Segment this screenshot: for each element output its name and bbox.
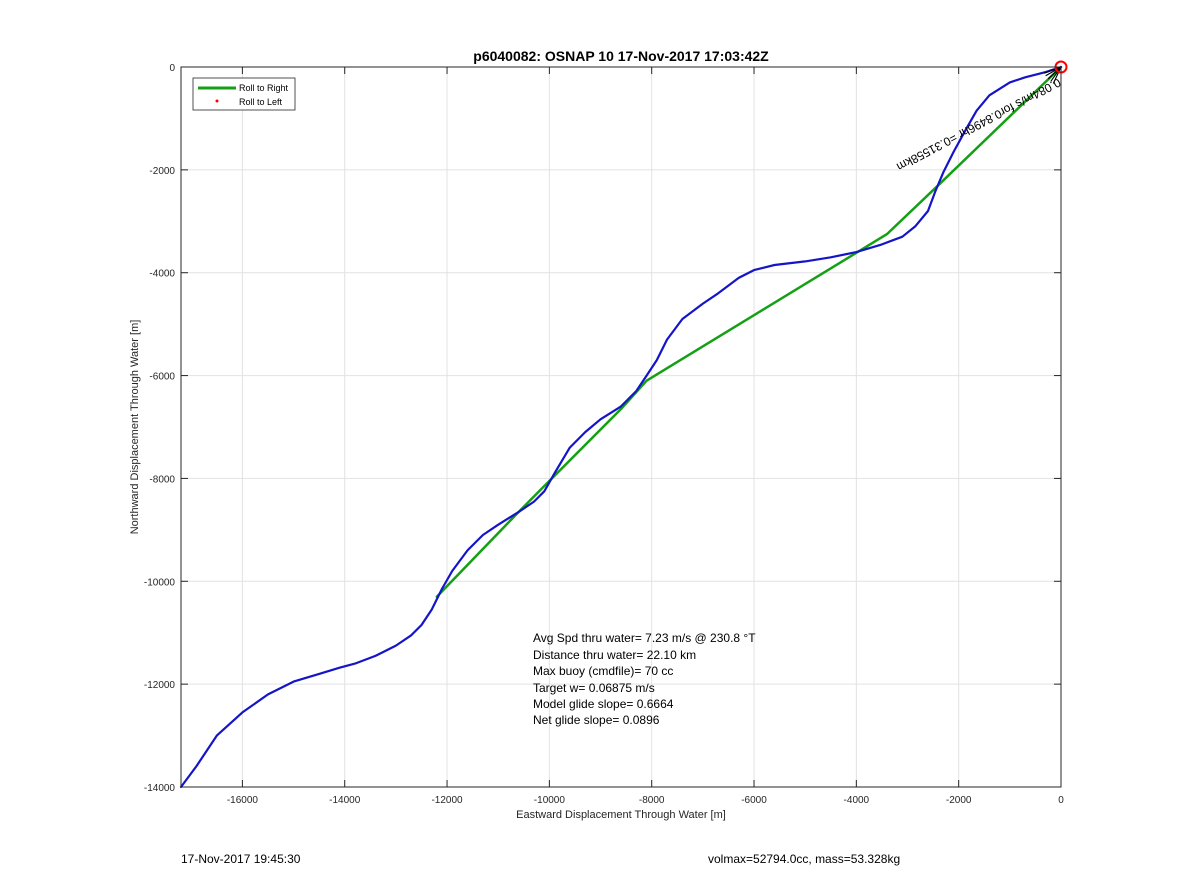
chart-title: p6040082: OSNAP 10 17-Nov-2017 17:03:42Z <box>473 48 769 64</box>
legend-label-roll-left: Roll to Left <box>239 97 283 107</box>
y-tick-label: -2000 <box>149 166 175 177</box>
series-track-path <box>179 65 1063 789</box>
stat-avg-speed: Avg Spd thru water= 7.23 m/s @ 230.8 °T <box>533 631 756 645</box>
plot-frame <box>180 66 1062 788</box>
y-tick-label: -12000 <box>144 680 176 691</box>
stat-max-buoy: Max buoy (cmdfile)= 70 cc <box>533 664 673 678</box>
x-tick-label: -6000 <box>741 795 767 806</box>
current-arrow <box>1047 66 1062 80</box>
y-tick-label: 0 <box>169 63 175 74</box>
x-axis-label: Eastward Displacement Through Water [m] <box>516 809 726 821</box>
stat-target-w: Target w= 0.06875 m/s <box>533 681 655 695</box>
stat-net-glide: Net glide slope= 0.0896 <box>533 713 660 727</box>
axis-ticks: -16000 -14000 -12000 -10000 -8000 -6000 -4000 -… <box>144 63 1064 806</box>
stat-distance: Distance thru water= 22.10 km <box>533 648 696 662</box>
y-tick-label: -8000 <box>149 474 175 485</box>
current-arrow <box>1052 66 1062 84</box>
x-tick-label: -16000 <box>227 795 259 806</box>
footer-timestamp: 17-Nov-2017 19:45:30 <box>181 852 301 866</box>
stats-annotation: Avg Spd thru water= 7.23 m/s @ 230.8 °T … <box>533 631 756 727</box>
x-tick-label: -8000 <box>639 795 665 806</box>
y-axis-label: Northward Displacement Through Water [m] <box>129 320 141 535</box>
y-tick-label: -6000 <box>149 372 175 383</box>
x-tick-label: 0 <box>1058 795 1064 806</box>
legend: Roll to Right Roll to Left <box>192 77 296 111</box>
legend-box <box>192 77 296 111</box>
y-tick-label: -4000 <box>149 269 175 280</box>
x-tick-label: -2000 <box>946 795 972 806</box>
x-tick-label: -10000 <box>534 795 566 806</box>
stat-model-glide: Model glide slope= 0.6664 <box>533 697 674 711</box>
x-tick-label: -12000 <box>431 795 463 806</box>
x-tick-label: -14000 <box>329 795 361 806</box>
y-tick-label: -14000 <box>144 783 176 794</box>
series-layer <box>179 65 1063 789</box>
plot-area <box>181 67 1061 787</box>
x-tick-label: -4000 <box>844 795 870 806</box>
current-arrow <box>1043 66 1062 74</box>
footer-vehicle-params: volmax=52794.0cc, mass=53.328kg <box>708 852 901 866</box>
legend-label-roll-right: Roll to Right <box>239 83 289 93</box>
y-tick-label: -10000 <box>144 577 176 588</box>
legend-swatch-roll-left <box>215 99 219 103</box>
